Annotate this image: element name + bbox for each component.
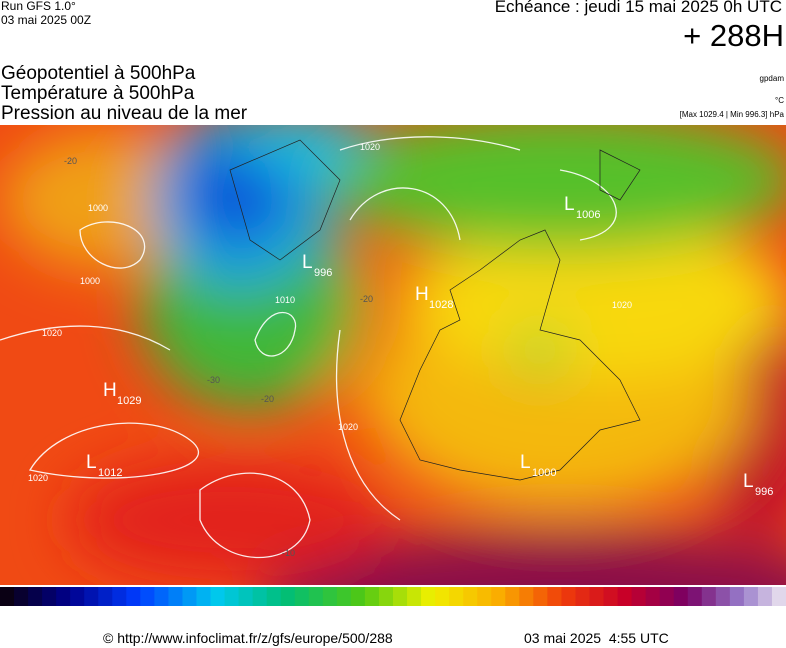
center-type: L: [743, 471, 754, 492]
contour-label: 1010: [275, 295, 295, 305]
colorbar-cell: [210, 587, 226, 606]
center-type: L: [520, 452, 531, 473]
colorbar-cell: [56, 587, 71, 606]
contour-label: 1000: [80, 276, 100, 286]
colorbar-cell: [687, 587, 703, 606]
center-type: L: [86, 452, 97, 473]
center-value: 996: [314, 267, 332, 279]
center-type: H: [103, 380, 117, 401]
contour-label: 1000: [88, 203, 108, 213]
colorbar-cell: [224, 587, 240, 606]
valid-time: Echéance : jeudi 15 mai 2025 0h UTC: [494, 0, 782, 16]
colorbar-cell: [42, 587, 57, 606]
contour-label: -30: [207, 375, 220, 385]
colorbar-cell: [743, 587, 759, 606]
colorbar-cell: [603, 587, 619, 606]
contour-label: 1020: [360, 142, 380, 152]
colorbar-cell: [407, 587, 422, 606]
map: 5005085165245325405485565645725805885966…: [0, 125, 786, 606]
colorbar-cell: [280, 587, 296, 606]
center-type: L: [564, 194, 575, 215]
contour-label: 1020: [28, 473, 48, 483]
colorbar-cell: [701, 587, 717, 606]
colorbar-cell: [715, 587, 731, 606]
center-type: L: [302, 252, 313, 273]
contour-label: -20: [261, 394, 274, 404]
contour-label: 1020: [612, 300, 632, 310]
colorbar-cell: [729, 587, 745, 606]
colorbar-cell: [252, 587, 268, 606]
colorbar-cell: [519, 587, 534, 606]
unit: °C: [775, 96, 784, 105]
center-value: 996: [755, 486, 773, 498]
colorbar-cell: [140, 587, 155, 606]
layer: Géopotentiel à 500hPa: [1, 63, 196, 84]
url: © http://www.infoclimat.fr/z/gfs/europe/…: [103, 630, 393, 646]
layer: Température à 500hPa: [1, 83, 195, 104]
colorbar-cell: [308, 587, 324, 606]
colorbar-cell: [449, 587, 464, 606]
colorbar-cell: [575, 587, 590, 606]
colorbar-cell: [364, 587, 380, 606]
colorbar-cell: [294, 587, 310, 606]
colorbar-cell: [673, 587, 689, 606]
colorbar-cell: [350, 587, 366, 606]
colorbar-cell: [435, 587, 450, 606]
colorbar-cell: [196, 587, 212, 606]
colorbar-cell: [182, 587, 197, 606]
center-value: 1000: [532, 467, 556, 479]
colorbar-cell: [98, 587, 113, 606]
colorbar-cell: [336, 587, 352, 606]
unit: [Max 1029.4 | Min 996.3] hPa: [679, 110, 784, 119]
colorbar-cell: [463, 587, 478, 606]
step: + 288H: [683, 18, 784, 53]
unit: gpdam: [759, 74, 784, 83]
run: Run GFS 1.0°: [1, 0, 76, 13]
center-value: 1028: [429, 299, 453, 311]
colorbar-cell: [505, 587, 520, 606]
colorbar-cell: [0, 587, 15, 606]
colorbar-cell: [168, 587, 183, 606]
colorbar-cell: [70, 587, 85, 606]
center-value: 1006: [576, 209, 600, 221]
colorbar-cell: [112, 587, 127, 606]
colorbar-cell: [238, 587, 254, 606]
colorbar-cell: [631, 587, 647, 606]
center-value: 1029: [117, 395, 141, 407]
colorbar-cell: [561, 587, 576, 606]
center-value: 1012: [98, 467, 122, 479]
colorbar-cell: [491, 587, 506, 606]
colorbar-cell: [14, 587, 29, 606]
colorbar-cell: [421, 587, 436, 606]
colorbar-cell: [757, 587, 773, 606]
colorbar-cell: [266, 587, 282, 606]
colorbar-cell: [393, 587, 408, 606]
contour-label: -20: [64, 156, 77, 166]
contour-label: -10: [282, 548, 295, 558]
contour-label: 1020: [42, 328, 62, 338]
colorbar-cell: [322, 587, 338, 606]
colorbar-cell: [771, 587, 786, 606]
colorbar-cell: [533, 587, 548, 606]
contour-label: -20: [360, 294, 373, 304]
colorbar-cell: [28, 587, 43, 606]
run-date: 03 mai 2025 00Z: [1, 13, 92, 27]
colorbar-cell: [659, 587, 675, 606]
colorbar-cell: [589, 587, 605, 606]
contour-label: 1020: [338, 422, 358, 432]
colorbar-cell: [547, 587, 562, 606]
colorbar-cell: [84, 587, 99, 606]
colorbar-cell: [378, 587, 394, 606]
colorbar-cell: [645, 587, 661, 606]
colorbar-cell: [617, 587, 633, 606]
colorbar-cell: [126, 587, 141, 606]
generated: 03 mai 2025 4:55 UTC: [524, 630, 669, 646]
center-type: H: [415, 284, 429, 305]
colorbar-cell: [477, 587, 492, 606]
colorbar-cell: [154, 587, 169, 606]
layer: Pression au niveau de la mer: [1, 103, 248, 124]
